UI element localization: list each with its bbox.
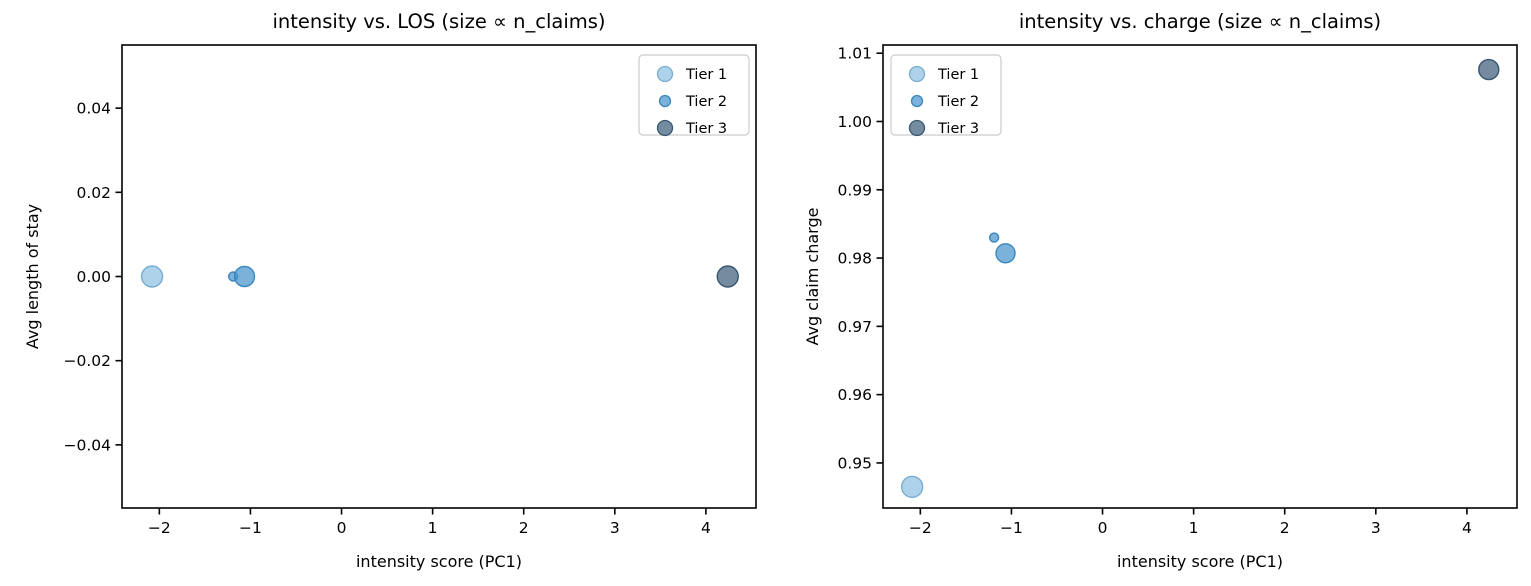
y-tick-label: 0.97 xyxy=(837,318,872,336)
legend-marker-tier-2-icon xyxy=(910,94,924,108)
legend-marker-tier-3-icon xyxy=(908,119,926,137)
y-tick-label: 0.02 xyxy=(76,184,111,202)
y-axis-label: Avg length of stay xyxy=(23,204,42,349)
legend-marker-tier-1-icon xyxy=(908,65,926,83)
y-tick-label: 0.00 xyxy=(76,268,111,286)
scatter-point-tier-2 xyxy=(988,232,1000,243)
scatter-point-tier-2 xyxy=(233,265,256,288)
y-tick-label: −0.04 xyxy=(64,436,112,454)
scatter-point-tier-3 xyxy=(716,265,739,288)
x-tick-label: −2 xyxy=(148,519,171,537)
scatter-point-tier-1 xyxy=(900,475,924,499)
y-tick-label: 0.99 xyxy=(837,181,872,199)
x-tick-label: −2 xyxy=(909,519,932,537)
x-tick-label: 1 xyxy=(1189,519,1199,537)
legend-label-tier-2: Tier 2 xyxy=(937,94,979,110)
scatter-point-tier-1 xyxy=(140,265,164,288)
chart-title: intensity vs. charge (size ∝ n_claims) xyxy=(1019,10,1381,33)
plot-border xyxy=(121,44,757,509)
y-tick-label: −0.02 xyxy=(64,352,112,370)
x-tick-label: −1 xyxy=(239,519,262,537)
chart-right: −2 −1 0 1 2 3 4 1.01 1.00 0.99 0.98 0.97 0.96 0.95 int… xyxy=(803,10,1518,571)
x-tick-label: 2 xyxy=(519,519,529,537)
x-tick-label: 2 xyxy=(1280,519,1290,537)
legend: Tier 1 Tier 2 Tier 3 xyxy=(890,54,1002,137)
x-tick-label: 0 xyxy=(1098,519,1108,537)
x-tick-label: 3 xyxy=(610,519,620,537)
legend-marker-tier-1-icon xyxy=(656,65,674,83)
y-tick-label: 1.00 xyxy=(837,113,872,131)
legend-label-tier-3: Tier 3 xyxy=(685,121,727,137)
scatter-point-tier-2 xyxy=(995,243,1016,264)
legend-label-tier-2: Tier 2 xyxy=(685,94,727,110)
plot-border xyxy=(882,44,1518,509)
x-tick-label: 4 xyxy=(1462,519,1472,537)
y-tick-label: 0.95 xyxy=(837,454,872,472)
legend-label-tier-1: Tier 1 xyxy=(937,67,979,83)
legend-label-tier-1: Tier 1 xyxy=(685,67,727,83)
scatter-point-tier-3 xyxy=(1478,58,1500,81)
x-tick-label: 1 xyxy=(428,519,438,537)
x-tick-label: −1 xyxy=(1000,519,1023,537)
y-tick-label: 0.96 xyxy=(837,386,872,404)
x-axis-label: intensity score (PC1) xyxy=(1117,552,1283,571)
x-tick-label: 4 xyxy=(701,519,711,537)
x-axis-label: intensity score (PC1) xyxy=(356,552,522,571)
x-tick-label: 0 xyxy=(337,519,347,537)
x-tick-label: 3 xyxy=(1371,519,1381,537)
y-axis-label: Avg claim charge xyxy=(803,208,822,346)
y-tick-label: 0.98 xyxy=(837,250,872,268)
chart-title: intensity vs. LOS (size ∝ n_claims) xyxy=(272,10,605,33)
legend-marker-tier-2-icon xyxy=(658,94,672,108)
legend-label-tier-3: Tier 3 xyxy=(937,121,979,137)
y-tick-label: 1.01 xyxy=(837,45,872,63)
legend: Tier 1 Tier 2 Tier 3 xyxy=(638,54,750,137)
legend-marker-tier-3-icon xyxy=(656,119,674,137)
chart-left: −2 −1 0 1 2 3 4 0.04 0.02 0.00 −0.02 −0.04 intensity… xyxy=(23,10,757,571)
y-tick-label: 0.04 xyxy=(76,100,111,118)
